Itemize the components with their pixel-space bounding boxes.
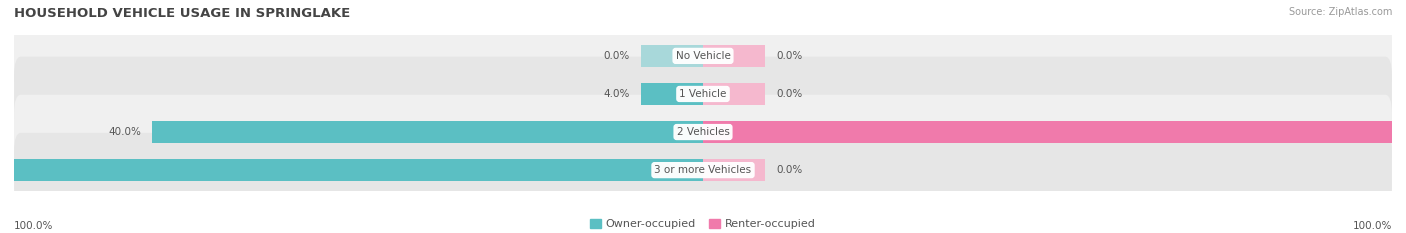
Text: 0.0%: 0.0% (776, 89, 803, 99)
Text: No Vehicle: No Vehicle (675, 51, 731, 61)
Text: HOUSEHOLD VEHICLE USAGE IN SPRINGLAKE: HOUSEHOLD VEHICLE USAGE IN SPRINGLAKE (14, 7, 350, 20)
Text: 0.0%: 0.0% (776, 165, 803, 175)
Bar (703, 45, 765, 67)
Bar (152, 121, 703, 143)
Bar (641, 45, 703, 67)
Bar (0, 159, 703, 181)
Text: 40.0%: 40.0% (108, 127, 141, 137)
Text: 100.0%: 100.0% (1353, 221, 1392, 231)
Bar (703, 159, 765, 181)
FancyBboxPatch shape (14, 95, 1392, 169)
Text: 4.0%: 4.0% (603, 89, 630, 99)
Bar (703, 121, 1406, 143)
Legend: Owner-occupied, Renter-occupied: Owner-occupied, Renter-occupied (591, 219, 815, 229)
FancyBboxPatch shape (14, 57, 1392, 131)
FancyBboxPatch shape (14, 19, 1392, 93)
Text: 100.0%: 100.0% (14, 221, 53, 231)
Text: 3 or more Vehicles: 3 or more Vehicles (654, 165, 752, 175)
FancyBboxPatch shape (14, 133, 1392, 207)
Text: 0.0%: 0.0% (603, 51, 630, 61)
Text: 2 Vehicles: 2 Vehicles (676, 127, 730, 137)
Bar (641, 83, 703, 105)
Text: 1 Vehicle: 1 Vehicle (679, 89, 727, 99)
Text: Source: ZipAtlas.com: Source: ZipAtlas.com (1288, 7, 1392, 17)
Bar (703, 83, 765, 105)
Text: 0.0%: 0.0% (776, 51, 803, 61)
